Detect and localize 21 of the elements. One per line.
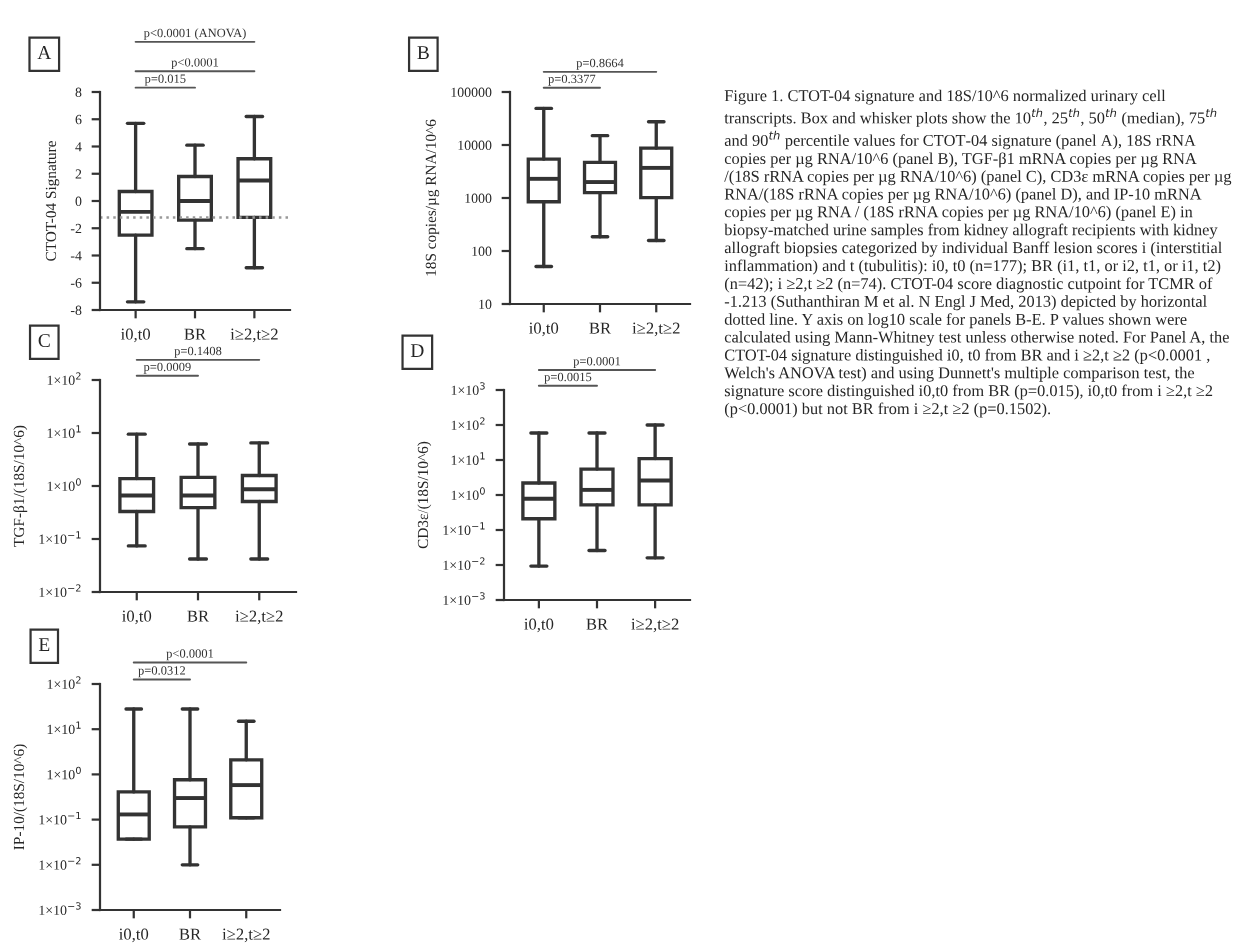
chart-title: E — [38, 638, 50, 651]
x-tick-label: i0,t0 — [529, 322, 559, 337]
x-tick-label: i0,t0 — [119, 928, 149, 943]
x-tick-label: i0,t0 — [122, 610, 152, 625]
x-tick-label: i≥2,t≥2 — [235, 610, 283, 625]
x-tick-label: i0,t0 — [120, 328, 151, 343]
chart-title: C — [38, 334, 50, 348]
chart-title: A — [37, 46, 52, 59]
x-tick-label: BR — [586, 618, 609, 630]
chart-title: D — [410, 344, 424, 357]
x-tick-label: BR — [179, 928, 202, 940]
x-tick-label: BR — [184, 328, 207, 340]
x-tick-label: BR — [589, 322, 612, 334]
x-tick-label: i≥2,t≥2 — [632, 322, 680, 337]
x-tick-label: BR — [187, 610, 210, 622]
x-tick-label: i≥2,t≥2 — [631, 618, 679, 633]
x-tick-label: i≥2,t≥2 — [230, 328, 278, 343]
chart-title: B — [417, 46, 429, 59]
text: Figure 1. CTOT-04 signature and 18S/10^6 normalized urinary cell transcripts. Box and whisker plots show the 10$^{th}$, 25$^{th}$, 50$^{th}$ (median), 75$^{th}$ and 90$^{th}$ percentile values for CTOT-04 signature (panel A), 18S rRNA copies per µg RNA/10^6 (panel B), TGF-β1 mRNA copies per µg RNA /(18S rRNA copies per µg RNA/10^6) (panel C), CD3ε mRNA copies per µg RNA/(18S rRNA copies per µg RNA/10^6) (panel D), and IP-10 mRNA copies per µg RNA / (18S rRNA copies per µg RNA/10^6) (panel E) in biopsy-matched urine samples from kidney allograft recipients with kidney allograft biopsies categorized by individual Banff lesion scores i (interstitial inflammation) and t (tubulitis): i0, t0 (n=177); BR (i1, t1, or i2, t1, or i1, t2) (n=42); i ≥2,t ≥2 (n=74). CTOT-04 score diagnostic cutpoint for TCMR of -1.213 (Suthanthiran M et al. N Engl J Med, 2013) depicted by horizontal dotted line. Y axis on log10 scale for panels B-E. P values shown were calculated using Mann-Whitney test unless otherwise noted. For Panel A, the CTOT-04 signature distinguished i0, t0 from BR and i ≥2,t ≥2 (p<0.0001 , Welch's ANOVA test) and using Dunnett's multiple comparison test, the signature score distinguished i0,t0 from BR (p=0.015), i0,t0 from i ≥2,t ≥2 (p<0.0001) but not BR from i ≥2,t ≥2 (p=0.1502). — [724, 89, 1232, 418]
x-tick-label: i≥2,t≥2 — [222, 928, 270, 943]
x-tick-label: i0,t0 — [524, 618, 554, 633]
